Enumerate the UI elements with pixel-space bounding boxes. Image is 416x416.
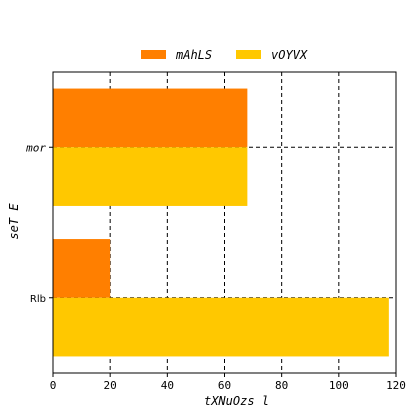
bars	[53, 88, 389, 357]
y-tick-label: Rlb	[30, 294, 46, 305]
bar-mAhLS-Rlb	[53, 239, 111, 298]
bar-vOYVX-mor	[53, 147, 248, 206]
x-tick-label: 120	[386, 379, 406, 392]
x-tick-label: 100	[329, 379, 349, 392]
y-axis-title: seT E	[7, 203, 21, 240]
x-tick-label: 40	[161, 379, 174, 392]
axis-ticks: 0 20 40 60 80 100 120 mor Rlb	[25, 141, 406, 392]
x-tick-label: 80	[275, 379, 288, 392]
x-tick-label: 0	[50, 379, 57, 392]
legend: mAhLS vOYVX	[141, 48, 308, 62]
x-tick-label: 60	[218, 379, 231, 392]
bar-vOYVX-Rlb	[53, 297, 389, 357]
y-tick-label: mor	[25, 141, 46, 154]
legend-label: vOYVX	[271, 48, 308, 62]
legend-label: mAhLS	[175, 48, 212, 62]
x-tick-label: 20	[104, 379, 117, 392]
legend-swatch	[236, 50, 261, 59]
x-axis-title: tXNuOzs l	[204, 394, 269, 408]
bar-mAhLS-mor	[53, 88, 248, 148]
legend-swatch	[141, 50, 166, 59]
